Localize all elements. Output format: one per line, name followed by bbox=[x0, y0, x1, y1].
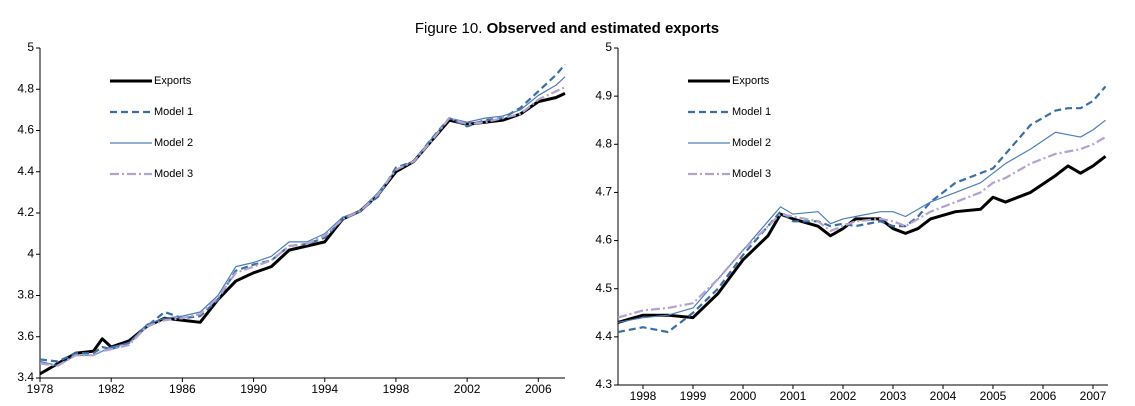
x-tick-label: 1982 bbox=[98, 382, 125, 396]
x-tick-label: 2001 bbox=[780, 389, 807, 403]
y-tick-label: 5 bbox=[605, 40, 612, 54]
legend-label: Model 3 bbox=[732, 168, 771, 180]
x-tick-label: 1999 bbox=[680, 389, 707, 403]
x-tick-label: 2000 bbox=[730, 389, 757, 403]
y-tick-label: 4.4 bbox=[595, 329, 612, 343]
y-tick-label: 4.3 bbox=[595, 377, 612, 391]
x-tick-label: 2002 bbox=[454, 382, 481, 396]
x-tick-label: 1998 bbox=[383, 382, 410, 396]
title-text: Observed and estimated exports bbox=[487, 20, 720, 37]
x-tick-label: 1994 bbox=[311, 382, 338, 396]
y-tick-label: 4.4 bbox=[17, 164, 34, 178]
legend-label: Model 1 bbox=[732, 106, 771, 118]
y-tick-label: 4.8 bbox=[595, 136, 612, 150]
legend-label: Exports bbox=[732, 75, 770, 87]
series-line bbox=[617, 119, 1106, 323]
legend-label: Model 2 bbox=[154, 137, 193, 149]
y-tick-label: 4.6 bbox=[17, 123, 34, 137]
title-prefix: Figure 10. bbox=[415, 20, 483, 37]
x-tick-label: 2004 bbox=[930, 389, 957, 403]
legend-label: Model 2 bbox=[732, 137, 771, 149]
series-line bbox=[39, 63, 566, 363]
y-tick-label: 3.6 bbox=[17, 329, 34, 343]
x-tick-label: 2006 bbox=[1030, 389, 1057, 403]
y-tick-label: 4.6 bbox=[595, 233, 612, 247]
series-line bbox=[39, 92, 566, 376]
x-tick-label: 2002 bbox=[830, 389, 857, 403]
y-tick-label: 4.7 bbox=[595, 185, 612, 199]
x-tick-label: 2003 bbox=[880, 389, 907, 403]
figure-title: Figure 10. Observed and estimated export… bbox=[415, 20, 719, 37]
y-tick-label: 4.9 bbox=[595, 88, 612, 102]
x-tick-label: 1998 bbox=[630, 389, 657, 403]
x-tick-label: 1990 bbox=[240, 382, 267, 396]
y-tick-label: 5 bbox=[27, 40, 34, 54]
y-tick-label: 4.2 bbox=[17, 205, 34, 219]
series-line bbox=[617, 155, 1107, 324]
y-tick-label: 4.8 bbox=[17, 81, 34, 95]
y-tick-label: 3.8 bbox=[17, 288, 34, 302]
x-tick-label: 1978 bbox=[27, 382, 54, 396]
series-line bbox=[39, 76, 566, 367]
y-tick-label: 3.4 bbox=[17, 370, 34, 384]
y-tick-label: 4.5 bbox=[595, 281, 612, 295]
x-tick-label: 2006 bbox=[525, 382, 552, 396]
legend-label: Model 1 bbox=[154, 106, 193, 118]
y-tick-label: 4 bbox=[27, 246, 34, 260]
x-tick-label: 1986 bbox=[169, 382, 196, 396]
series-line bbox=[39, 86, 566, 367]
series-line bbox=[617, 85, 1107, 334]
x-tick-label: 2005 bbox=[980, 389, 1007, 403]
x-tick-label: 2007 bbox=[1080, 389, 1107, 403]
legend-label: Exports bbox=[154, 75, 192, 87]
series-line bbox=[617, 136, 1107, 319]
legend-label: Model 3 bbox=[154, 168, 193, 180]
